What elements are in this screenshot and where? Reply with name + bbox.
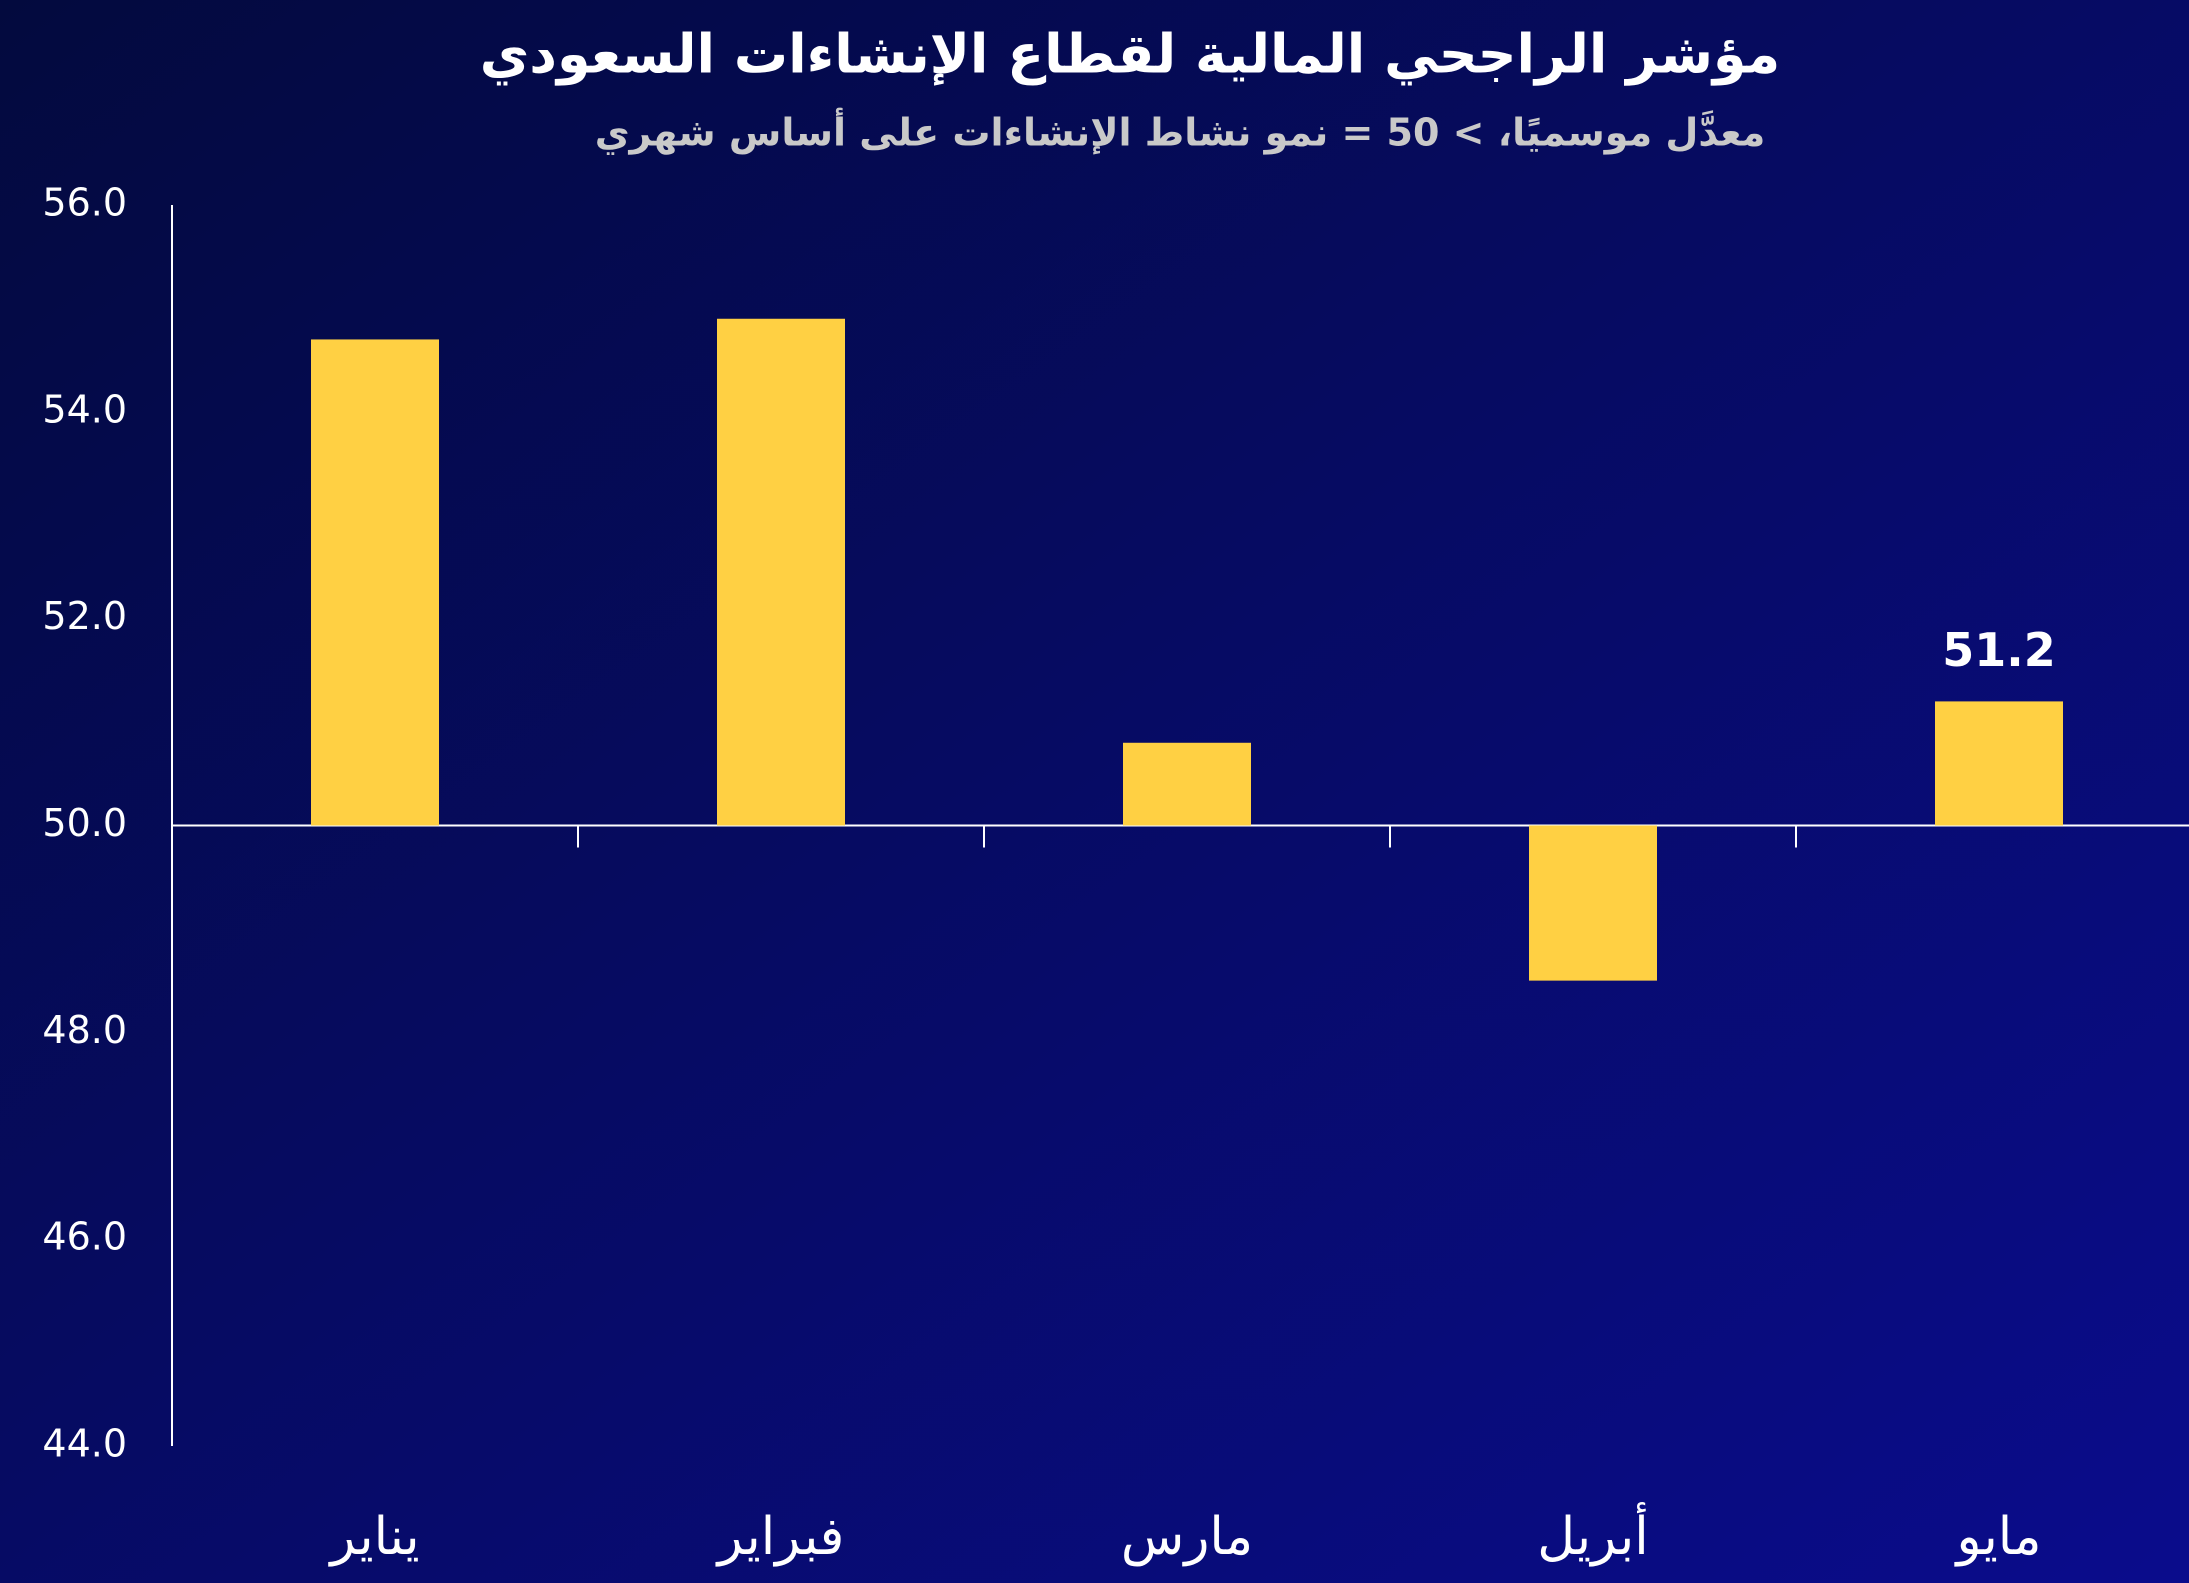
x-tick-label: يناير — [327, 1507, 419, 1567]
x-tick-label: أبريل — [1537, 1502, 1648, 1567]
y-tick-label: 46.0 — [42, 1215, 127, 1259]
bar — [1935, 701, 2063, 826]
chart-title: مؤشر الراجحي المالية لقطاع الإنشاءات الس… — [480, 23, 1780, 86]
x-tick-label: مايو — [1953, 1507, 2041, 1567]
bar — [717, 318, 845, 826]
y-tick-label: 48.0 — [42, 1008, 127, 1052]
x-tick-label: فبراير — [715, 1507, 845, 1567]
bar — [1123, 742, 1251, 826]
bar — [1529, 825, 1657, 981]
y-tick-label: 56.0 — [42, 181, 127, 225]
y-tick-label: 50.0 — [42, 801, 127, 845]
y-tick-label: 44.0 — [42, 1422, 127, 1466]
x-tick-label: مارس — [1121, 1507, 1253, 1567]
data-label: 51.2 — [1942, 623, 2056, 677]
chart-subtitle: معدَّل موسميًا، > 50 = نمو نشاط الإنشاءا… — [595, 108, 1766, 155]
y-tick-label: 52.0 — [42, 594, 127, 638]
bar — [311, 339, 439, 826]
y-tick-label: 54.0 — [42, 387, 127, 431]
